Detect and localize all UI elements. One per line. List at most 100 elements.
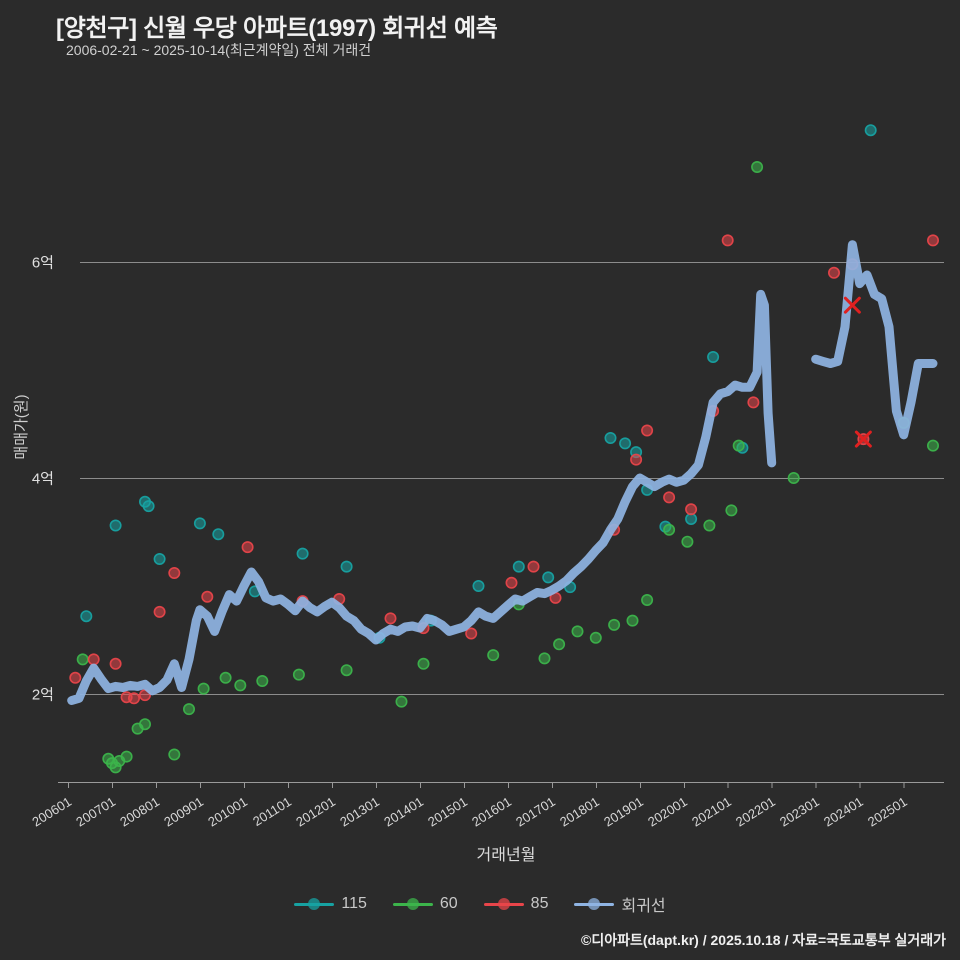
- data-point: [69, 671, 82, 684]
- data-point: [465, 627, 478, 640]
- data-point: [864, 124, 877, 137]
- data-point: [827, 266, 840, 279]
- legend-item-85[interactable]: 85: [483, 895, 549, 913]
- data-point: [685, 512, 698, 525]
- data-point: [787, 471, 800, 484]
- x-tick-label: 200801: [117, 794, 162, 830]
- data-point: [681, 535, 694, 548]
- data-point: [571, 625, 584, 638]
- cancelled-x-icon: [854, 430, 872, 448]
- x-tick-label: 201401: [381, 794, 426, 830]
- data-point: [128, 692, 141, 705]
- data-point: [527, 560, 540, 573]
- data-point: [193, 517, 206, 530]
- x-tick-label: 201501: [425, 794, 470, 830]
- data-point: [80, 610, 93, 623]
- data-point: [296, 547, 309, 560]
- x-tick-label: 201301: [337, 794, 382, 830]
- data-point: [604, 431, 617, 444]
- data-point: [340, 560, 353, 573]
- page-subtitle: 2006-02-21 ~ 2025-10-14(최근계약일) 전체 거래건: [66, 42, 372, 58]
- x-tick-label: 200701: [73, 794, 118, 830]
- data-point: [663, 523, 676, 536]
- data-point: [553, 638, 566, 651]
- data-point: [256, 674, 269, 687]
- legend-item-label: 85: [530, 895, 549, 912]
- data-point: [608, 618, 621, 631]
- regression-line-segment: [811, 240, 938, 440]
- data-point: [109, 519, 122, 532]
- data-point: [139, 718, 152, 731]
- x-tick-label: 201001: [205, 794, 250, 830]
- data-point: [926, 439, 939, 452]
- x-tick-label: 201601: [469, 794, 514, 830]
- y-tick-label: 2억: [32, 687, 54, 704]
- legend-item-label: 115: [341, 895, 367, 912]
- legend-item-60[interactable]: 60: [392, 895, 458, 913]
- data-point: [219, 671, 232, 684]
- x-tick-label: 202301: [777, 794, 822, 830]
- x-tick-label: 202401: [821, 794, 866, 830]
- data-point: [751, 161, 764, 174]
- data-point: [663, 491, 676, 504]
- data-point: [685, 503, 698, 516]
- cancelled-x-icon: [843, 296, 861, 314]
- x-tick-label: 201801: [557, 794, 602, 830]
- regression-line-series: [67, 240, 938, 705]
- x-tick-label: 201901: [601, 794, 646, 830]
- data-point: [109, 657, 122, 670]
- x-tick-label: 201701: [513, 794, 558, 830]
- scatter-series-85: [69, 234, 939, 705]
- legend-item-label: 60: [439, 895, 458, 912]
- data-point: [641, 593, 654, 606]
- x-tick-label: 201201: [293, 794, 338, 830]
- chart-legend: 115 60 85 회귀선: [0, 892, 960, 916]
- data-point: [542, 571, 555, 584]
- x-tick-label: 200601: [29, 794, 74, 830]
- legend-item-115[interactable]: 115: [294, 895, 367, 913]
- data-point: [721, 234, 734, 247]
- data-point: [87, 653, 100, 666]
- data-point: [395, 695, 408, 708]
- data-point: [212, 528, 225, 541]
- data-point: [725, 504, 738, 517]
- legend-marker-icon: [392, 897, 433, 911]
- data-point: [120, 750, 133, 763]
- footer-credit: ©디아파트(dapt.kr) / 2025.10.18 / 자료=국토교통부 실…: [581, 932, 946, 948]
- data-point: [384, 612, 397, 625]
- legend-item-label: 회귀선: [621, 898, 666, 915]
- data-point: [201, 590, 214, 603]
- data-point: [926, 234, 939, 247]
- data-point: [641, 424, 654, 437]
- scatter-series-60: [76, 161, 939, 774]
- data-point: [234, 679, 247, 692]
- data-point: [168, 748, 181, 761]
- x-tick-label: 202501: [865, 794, 910, 830]
- data-point: [153, 605, 166, 618]
- data-point: [512, 560, 525, 573]
- legend-item-회귀선[interactable]: 회귀선: [574, 892, 666, 916]
- data-point: [703, 519, 716, 532]
- data-point: [183, 703, 196, 716]
- data-point: [340, 664, 353, 677]
- x-tick-label: 200901: [161, 794, 206, 830]
- data-point: [241, 541, 254, 554]
- data-point: [619, 437, 632, 450]
- data-point: [168, 566, 181, 579]
- data-point: [589, 631, 602, 644]
- x-tick-label: 201101: [250, 794, 294, 829]
- data-point: [292, 668, 305, 681]
- cancelled-marker-group: [843, 296, 872, 448]
- x-axis-title: 거래년월: [477, 846, 536, 864]
- y-tick-label: 4억: [32, 471, 54, 488]
- data-point: [630, 453, 643, 466]
- data-point: [747, 396, 760, 409]
- legend-marker-icon: [294, 897, 335, 911]
- legend-marker-icon: [574, 897, 615, 911]
- data-point: [707, 350, 720, 363]
- data-point: [472, 579, 485, 592]
- data-point: [153, 552, 166, 565]
- scatter-series-115: [80, 124, 877, 644]
- legend-marker-icon: [483, 897, 524, 911]
